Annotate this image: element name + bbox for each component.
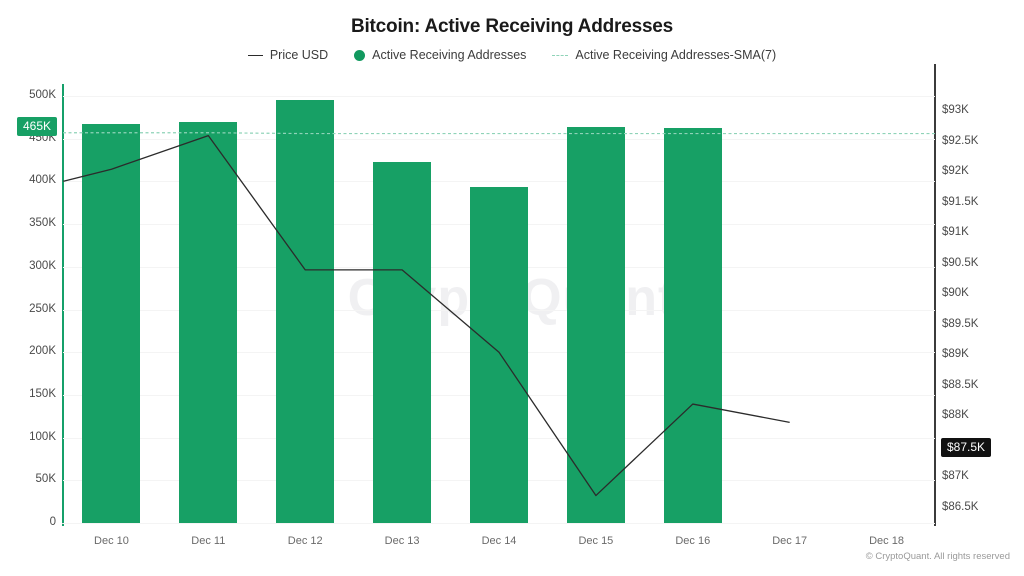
bar-dec-16[interactable] [663,128,722,523]
right-axis-tick-label: $89K [942,348,969,361]
plot-area [63,88,935,524]
bar-dec-13[interactable] [373,161,432,523]
dot-marker-icon [354,49,366,61]
right-axis-tick-label: $91.5K [942,195,979,208]
legend-label: Price USD [269,48,329,62]
left-axis-tick-label: 0 [49,516,56,528]
x-axis-tick-label: Dec 18 [869,535,904,547]
right-axis-line [934,64,936,526]
x-axis-tick-label: Dec 17 [772,535,808,547]
chart-legend: Price USD Active Receiving Addresses Act… [0,48,1024,62]
left-axis-tick-label: 350K [29,217,56,230]
bar-dec-10[interactable] [82,124,141,523]
line-marker-icon [247,54,263,56]
legend-item-active-receiving-addresses[interactable]: Active Receiving Addresses [354,48,526,62]
right-axis-tick-label: $88K [942,409,969,422]
right-axis-tick-label: $93K [942,104,969,117]
bar-dec-11[interactable] [179,122,238,523]
legend-item-active-receiving-addresses-sma7[interactable]: Active Receiving Addresses-SMA(7) [552,48,776,62]
x-axis-tick-label: Dec 14 [481,535,517,547]
dashed-line-marker-icon [552,54,569,56]
x-axis-tick-label: Dec 16 [675,535,711,547]
legend-item-price-usd[interactable]: Price USD [247,48,329,62]
bar-dec-12[interactable] [276,100,335,523]
left-axis-tick-label: 50K [35,473,56,486]
left-axis-tick-label: 100K [29,430,56,443]
legend-label: Active Receiving Addresses [372,48,527,62]
page-title: Bitcoin: Active Receiving Addresses [350,16,674,37]
left-axis-tick-label: 150K [29,387,56,400]
left-axis-tick-label: 250K [29,302,56,315]
right-axis-tick-label: $92K [942,165,969,178]
x-axis-tick-label: Dec 12 [287,535,323,547]
left-axis-ticks: 0 50K 100K 150K 200K 250K 300K 350K 400K 450K 500K [0,0,56,576]
x-axis-tick-label: Dec 13 [384,535,420,547]
right-axis-tick-label: $90K [942,287,969,300]
right-axis-tick-label: $91K [942,226,969,239]
bar-dec-14[interactable] [470,186,528,523]
right-axis-value-badge: $87.5K [941,437,992,457]
right-axis-tick-label: $92.5K [942,134,979,147]
left-axis-tick-label: 500K [29,89,56,101]
copyright-footer: © CryptoQuant. All rights reserved [865,551,1010,562]
left-axis-tick-label: 400K [29,174,56,187]
x-axis-tick-label: Dec 15 [578,535,614,547]
left-axis-value-badge: 465K [17,116,58,136]
x-axis-tick-label: Dec 11 [191,535,226,547]
right-axis-tick-label: $87K [942,470,969,483]
right-axis-ticks: $86.5K $87K $87.5K $88K $88.5K $89K $89.5K $90K… [942,0,1024,576]
x-axis-tick-label: Dec 10 [94,535,129,547]
right-axis-tick-label: $89.5K [942,317,979,330]
gridline [63,96,935,97]
gridline [63,523,935,524]
right-axis-tick-label: $88.5K [942,378,979,391]
bar-dec-15[interactable] [566,126,625,523]
left-axis-tick-label: 200K [29,345,56,358]
legend-label: Active Receiving Addresses-SMA(7) [575,48,777,62]
left-axis-tick-label: 300K [29,259,56,272]
right-axis-tick-label: $86.5K [942,500,979,513]
right-axis-tick-label: $90.5K [942,256,979,269]
